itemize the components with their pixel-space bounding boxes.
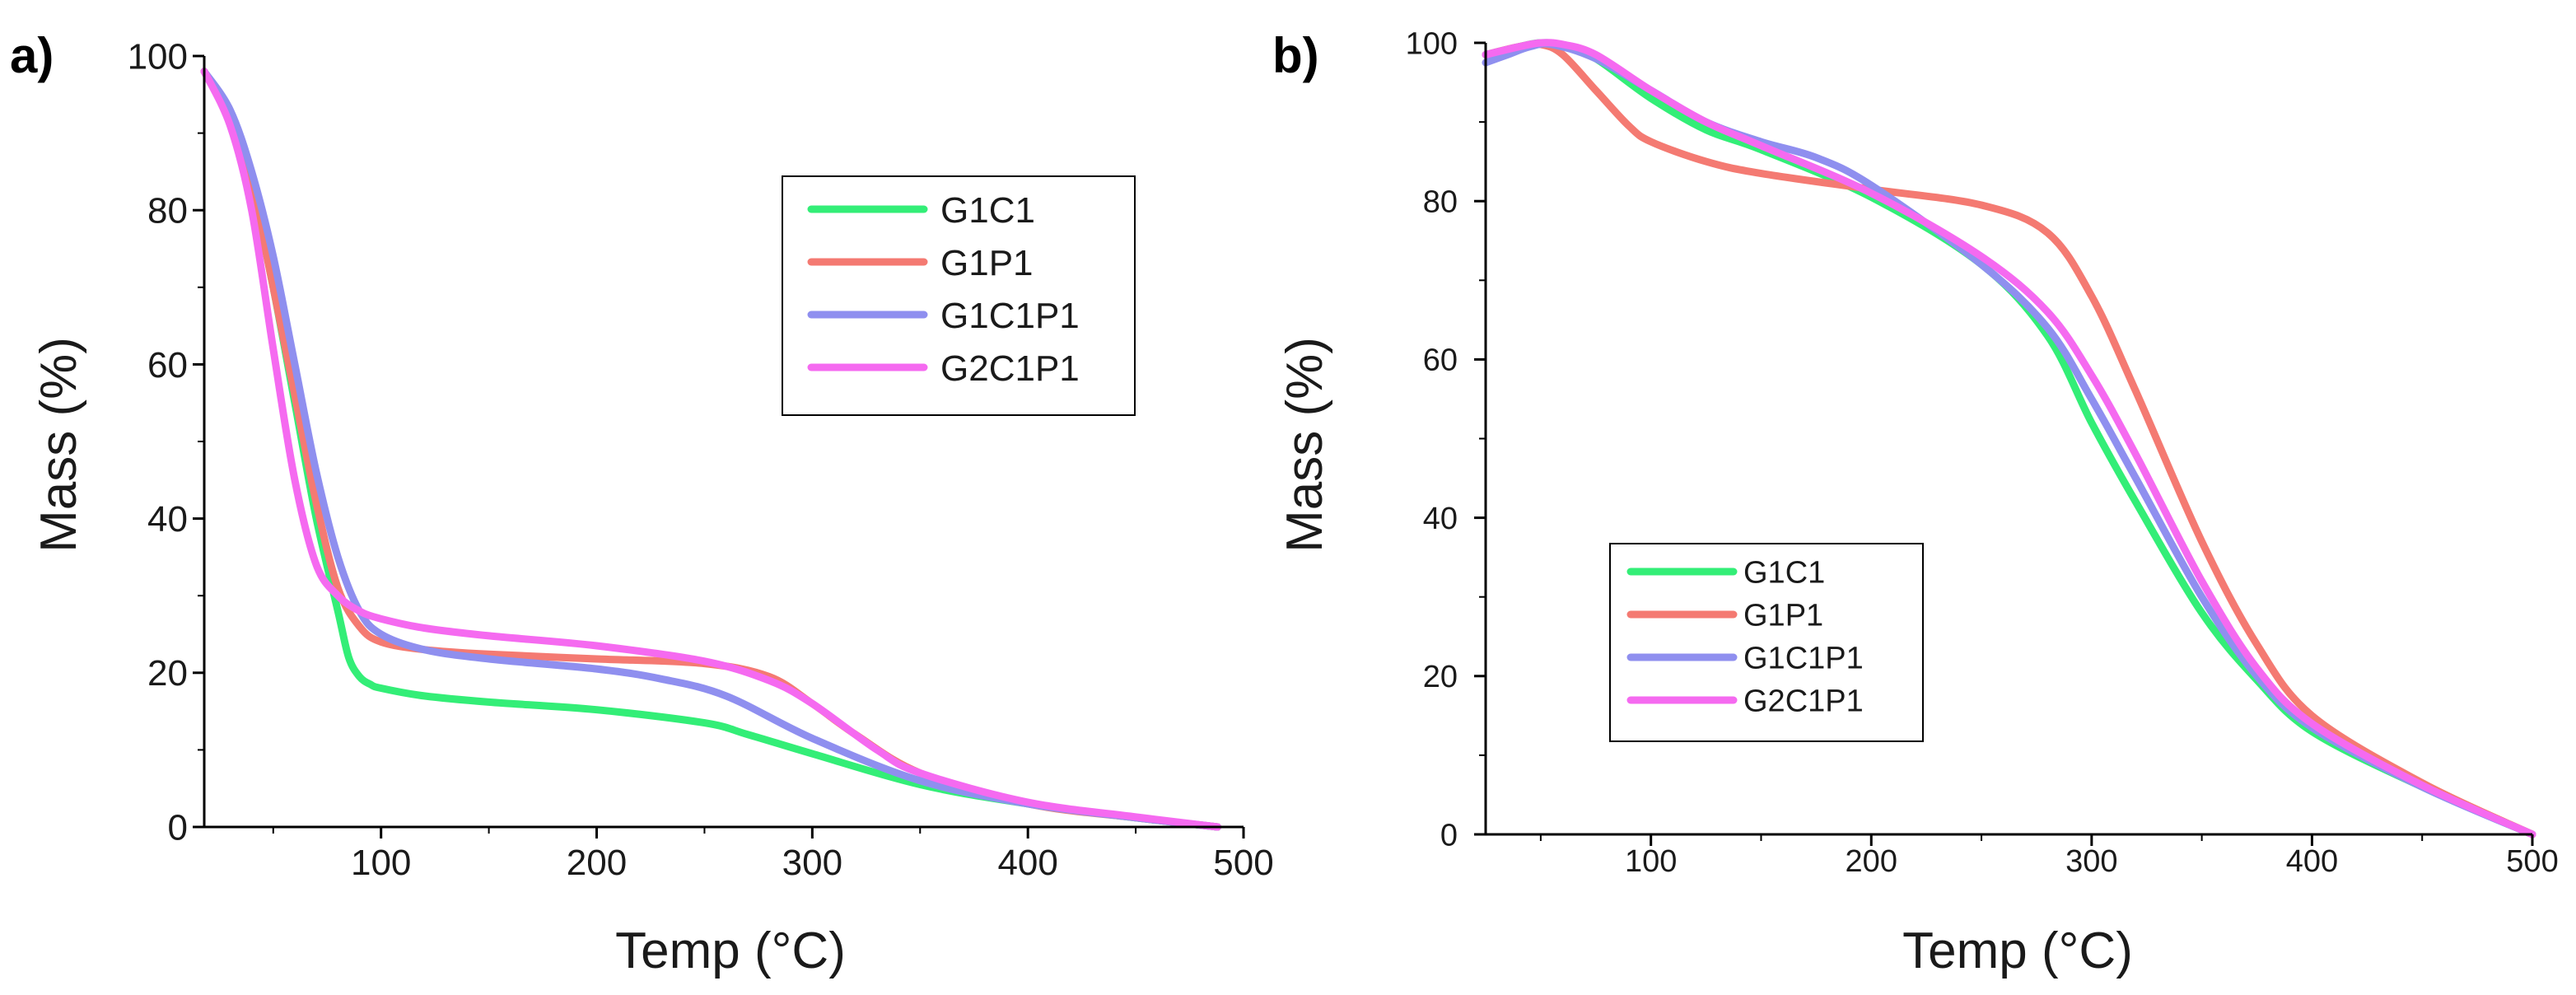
panel-b-y-axis-title: Mass (%) xyxy=(1276,337,1333,553)
panel-b-legend-label-g1p1: G1P1 xyxy=(1743,599,1823,633)
panel-a-y-tick-label: 60 xyxy=(147,345,188,385)
panel-a-ticks: 100 200 300 400 500 0 20 40 60 80 100 xyxy=(128,36,1274,883)
panel-b-y-tick-label: 100 xyxy=(1406,26,1458,61)
panel-a-series-g1c1p1 xyxy=(200,68,1222,831)
panel-b-legend-label-g1c1: G1C1 xyxy=(1743,556,1825,591)
panel-a-axes xyxy=(203,56,1244,829)
panel-b: b) 100 200 300 400 500 0 20 40 60 80 100 Temp (°C)… xyxy=(1272,26,2559,979)
panel-a-y-tick-label: 20 xyxy=(147,653,188,694)
panel-b-y-tick-label: 0 xyxy=(1440,818,1458,853)
panel-b-lines xyxy=(1482,39,2536,839)
panel-b-x-axis-title: Temp (°C) xyxy=(1902,923,2133,979)
panel-b-y-tick-label: 40 xyxy=(1423,502,1458,536)
panel-a-label: a) xyxy=(10,28,54,83)
panel-a-y-axis-title: Mass (%) xyxy=(30,337,87,553)
panel-a-series-g2c1p1 xyxy=(200,68,1222,831)
panel-b-series-g1p1 xyxy=(1482,40,2536,839)
panel-a-y-tick-label: 100 xyxy=(128,36,188,77)
panel-a-y-tick-label: 0 xyxy=(168,807,188,848)
panel-a-x-tick-label: 100 xyxy=(351,843,411,883)
panel-b-x-tick-label: 400 xyxy=(2286,844,2338,879)
panel-a-y-tick-label: 40 xyxy=(147,499,188,540)
panel-a: a) 100 200 300 400 500 0 20 40 60 80 100 Temp (°C)… xyxy=(10,28,1274,979)
panel-b-legend-label-g1c1p1: G1C1P1 xyxy=(1743,642,1864,676)
panel-b-legend: G1C1 G1P1 G1C1P1 G2C1P1 xyxy=(1609,543,1924,742)
panel-b-y-tick-label: 20 xyxy=(1423,660,1458,694)
panel-a-lines xyxy=(200,68,1222,831)
panel-a-x-tick-label: 400 xyxy=(997,843,1057,883)
panel-a-legend: G1C1 G1P1 G1C1P1 G2C1P1 xyxy=(782,175,1136,416)
panel-b-x-tick-label: 100 xyxy=(1625,844,1677,879)
panel-a-legend-label-g2c1p1: G2C1P1 xyxy=(940,348,1080,389)
panel-b-x-tick-label: 300 xyxy=(2065,844,2117,879)
panel-b-ticks: 100 200 300 400 500 0 20 40 60 80 100 xyxy=(1406,26,2559,879)
panel-b-series-g2c1p1 xyxy=(1482,39,2536,839)
panel-b-x-tick-label: 500 xyxy=(2506,844,2558,879)
panel-b-y-tick-label: 80 xyxy=(1423,185,1458,220)
panel-b-label: b) xyxy=(1272,28,1319,83)
panel-b-y-tick-label: 60 xyxy=(1423,343,1458,378)
panel-b-legend-label-g2c1p1: G2C1P1 xyxy=(1743,684,1864,719)
panel-a-x-axis-title: Temp (°C) xyxy=(615,923,846,979)
panel-a-x-tick-label: 500 xyxy=(1213,843,1273,883)
panel-a-legend-frame xyxy=(782,175,1136,416)
panel-a-x-tick-label: 200 xyxy=(567,843,627,883)
panel-a-legend-label-g1c1: G1C1 xyxy=(940,190,1035,231)
panel-a-x-tick-label: 300 xyxy=(782,843,842,883)
panel-b-legend-frame xyxy=(1609,543,1924,742)
panel-b-x-tick-label: 200 xyxy=(1846,844,1897,879)
panel-a-legend-label-g1c1p1: G1C1P1 xyxy=(940,296,1080,336)
panel-a-legend-label-g1p1: G1P1 xyxy=(940,243,1034,283)
panel-a-y-tick-label: 80 xyxy=(147,191,188,231)
